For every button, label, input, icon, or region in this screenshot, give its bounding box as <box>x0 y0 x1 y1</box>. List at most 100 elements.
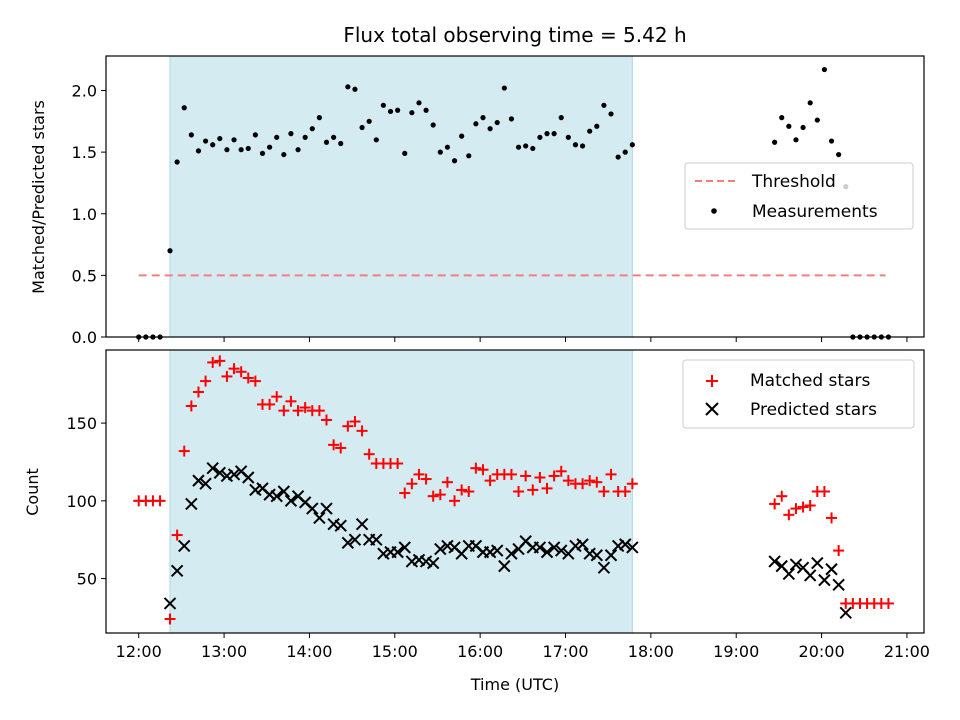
predicted-stars-point <box>825 563 838 576</box>
measurements-point <box>331 134 337 140</box>
predicted-stars-point <box>555 544 568 557</box>
matched-stars-point <box>399 487 411 499</box>
y-tick-label: 2.0 <box>72 82 97 101</box>
measurements-point <box>466 153 472 159</box>
matched-stars-point <box>797 501 809 513</box>
matched-stars-point <box>456 484 468 496</box>
matched-stars-point <box>328 439 340 451</box>
matched-stars-point <box>235 366 247 378</box>
bottom-y-ticks: 50 100 150 <box>66 414 106 589</box>
predicted-stars-point <box>782 567 796 581</box>
measurements-point <box>373 137 379 143</box>
predicted-stars-point <box>370 533 383 546</box>
predicted-stars-point <box>590 549 604 562</box>
measurements-point <box>259 150 266 156</box>
matched-stars-point <box>200 375 212 387</box>
measurements-point <box>572 142 579 148</box>
measurements-point <box>807 100 813 106</box>
matched-stars-point <box>221 370 233 382</box>
x-tick-label: 16:00 <box>457 642 503 661</box>
matched-stars-point <box>434 489 446 501</box>
predicted-stars-point <box>306 502 319 515</box>
measurements-point <box>836 151 842 158</box>
predicted-stars-point <box>213 466 227 480</box>
predicted-stars-point <box>398 541 411 554</box>
matched-stars-point <box>363 448 375 460</box>
measurements-point <box>359 124 365 131</box>
matched-stars-point <box>154 495 166 507</box>
top-panel: 0.0 0.5 1.0 1.5 2.0 Flux total observing tim… <box>29 23 925 347</box>
measurements-point <box>323 139 330 145</box>
predicted-stars-point <box>811 556 824 570</box>
predicted-stars-point <box>270 489 283 503</box>
measurements-point <box>224 147 230 153</box>
y-tick-label: 1.5 <box>72 143 97 162</box>
predicted-stars-point <box>803 569 817 582</box>
predicted-stars-point <box>505 547 518 560</box>
legend-measurements-marker <box>711 208 717 214</box>
predicted-stars-point <box>533 541 547 554</box>
measurements-point <box>530 145 536 152</box>
matched-stars-point <box>534 472 546 484</box>
matched-stars-point <box>584 475 596 487</box>
x-tick-label: 20:00 <box>799 642 845 661</box>
measurements-point <box>188 132 194 138</box>
measurements-point <box>174 159 180 165</box>
top-y-ticks: 0.0 0.5 1.0 1.5 2.0 <box>72 82 106 347</box>
measurements-point <box>395 107 401 113</box>
measurements-point <box>615 154 621 160</box>
measurements-point <box>281 151 287 158</box>
measurements-point <box>366 118 372 124</box>
measurements-point <box>786 123 792 129</box>
matched-stars-point <box>207 356 219 368</box>
matched-stars-point <box>527 484 539 496</box>
x-tick-label: 19:00 <box>713 642 759 661</box>
matched-stars-point <box>505 468 517 480</box>
x-tick-label: 21:00 <box>884 642 930 661</box>
y-tick-label: 150 <box>66 414 97 433</box>
matched-stars-point <box>513 486 525 497</box>
measurements-point <box>537 134 543 140</box>
measurements-point <box>814 117 820 123</box>
measurements-point <box>523 143 529 149</box>
measurements-point <box>494 119 500 126</box>
measurements-point <box>821 66 828 73</box>
predicted-stars-point <box>348 533 362 546</box>
matched-stars-point <box>790 503 802 515</box>
matched-stars-point <box>178 445 190 457</box>
measurements-point <box>167 248 173 254</box>
matched-stars-point <box>818 486 830 497</box>
predicted-stars-point <box>426 556 440 570</box>
matched-stars-point <box>321 414 333 426</box>
matched-stars-point <box>882 597 894 609</box>
predicted-stars-point <box>192 474 205 487</box>
matched-stars-point <box>833 545 845 557</box>
matched-stars-point <box>356 425 368 437</box>
matched-stars-point <box>520 470 532 482</box>
predicted-stars-point <box>227 468 241 481</box>
matched-stars-point <box>626 478 638 490</box>
measurements-point <box>587 128 593 134</box>
measurements-point <box>594 123 600 129</box>
bottom-y-axis-label: Count <box>23 468 42 516</box>
measurements-point <box>515 144 522 150</box>
measurements-point <box>501 85 507 91</box>
predicted-stars-point <box>341 536 355 550</box>
matched-stars-point <box>420 473 432 485</box>
measurements-point <box>245 145 251 152</box>
measurements-point <box>551 131 557 137</box>
matched-stars-point <box>271 391 283 403</box>
top-axes-frame <box>105 55 925 338</box>
y-tick-label: 0.5 <box>72 266 97 285</box>
predicted-stars-point <box>170 564 184 578</box>
measurements-point <box>210 142 216 148</box>
matched-stars-point <box>264 398 276 410</box>
measurements-point <box>473 121 479 127</box>
measurements-point <box>402 150 408 156</box>
matched-stars-point <box>413 468 425 480</box>
predicted-stars-point <box>832 578 845 592</box>
top-legend: Threshold Measurements <box>684 162 914 230</box>
matched-stars-point <box>192 386 204 398</box>
matched-stars-point <box>470 462 482 474</box>
